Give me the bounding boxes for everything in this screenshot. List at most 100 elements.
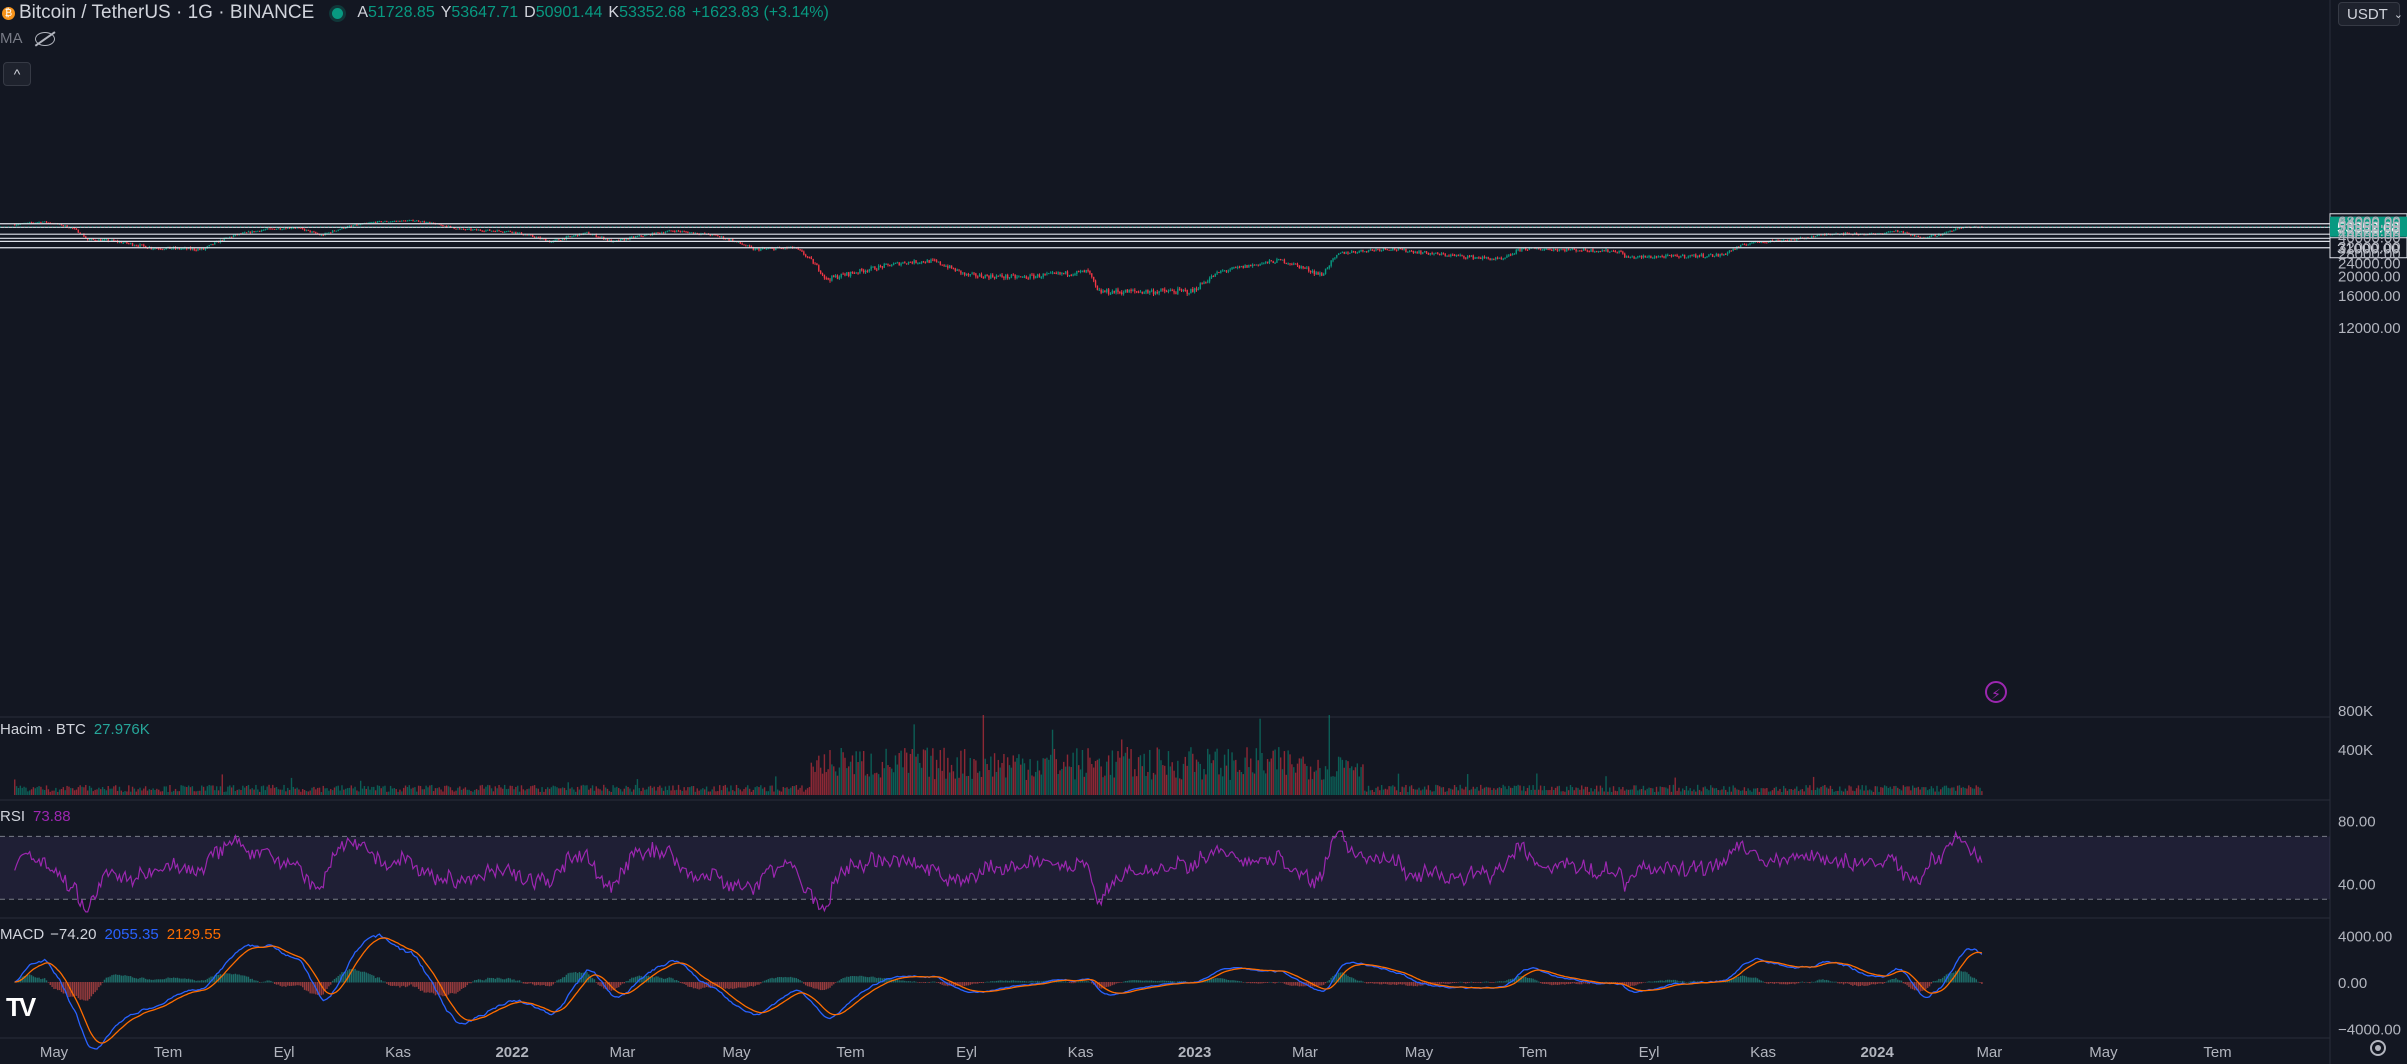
volume-bar [197, 790, 199, 795]
macd-hist-bar [1786, 982, 1789, 985]
last-price-box [2330, 216, 2407, 237]
volume-bar [1577, 787, 1579, 795]
candle-body [43, 221, 46, 223]
volume-bar [1023, 763, 1026, 795]
macd-hist-bar [670, 977, 672, 983]
macd-hist-bar [1016, 980, 1018, 983]
macd-hist-bar [1536, 980, 1538, 983]
candle-body [1321, 273, 1323, 276]
macd-hist-bar [801, 981, 803, 983]
macd-hist-bar [520, 981, 523, 983]
volume-bar [1599, 785, 1602, 795]
candle-body [1685, 257, 1688, 259]
volume-bar [1863, 790, 1865, 795]
candle-body [1365, 251, 1368, 253]
macd-hist-bar [378, 977, 381, 983]
macd-hist-bar [1281, 982, 1284, 983]
macd-hist-bar [776, 977, 779, 983]
ma-label[interactable]: MA [0, 30, 23, 47]
candle-body [967, 273, 970, 276]
candle-body [1466, 256, 1469, 259]
macd-hist-bar [1543, 982, 1546, 984]
volume-bar [1085, 772, 1087, 795]
candle-body [1455, 255, 1458, 257]
currency-select[interactable]: USDT ⌄ [2338, 2, 2403, 26]
macd-pane-title[interactable]: MACD −74.20 2055.35 2129.55 [0, 926, 221, 943]
candle-body [483, 231, 485, 233]
macd-hist-bar [531, 982, 534, 985]
candle-body [1257, 264, 1259, 266]
candle-body [1089, 270, 1091, 274]
macd-hist-bar [618, 982, 620, 988]
volume-bar [1652, 788, 1654, 795]
candle-body [819, 270, 822, 274]
candle-body [790, 246, 792, 248]
macd-hist-bar [1478, 982, 1480, 983]
candle-body [1190, 288, 1192, 294]
market-status-icon[interactable] [332, 7, 344, 19]
volume-bar [1601, 787, 1603, 795]
volume-bar [244, 787, 246, 795]
volume-bar [1408, 786, 1411, 795]
volume-bar [1711, 787, 1714, 795]
candle-body [1629, 256, 1632, 258]
candle-body [1448, 255, 1450, 257]
volume-bar [1582, 789, 1585, 795]
lightning-icon[interactable]: ⚡ [1985, 681, 2007, 703]
candle-body [1631, 256, 1633, 258]
volume-bar [778, 790, 781, 795]
volume-bar [402, 787, 405, 795]
volume-bar [805, 789, 807, 795]
macd-hist-bar [1910, 982, 1912, 989]
candle-body [1367, 250, 1370, 253]
volume-bar [206, 786, 209, 795]
candle-body [891, 265, 893, 267]
volume-bar [294, 788, 296, 795]
macd-hist-bar [496, 977, 498, 983]
candle-body [868, 269, 870, 272]
candle-body [1904, 232, 1906, 234]
volume-bar [262, 785, 265, 795]
volume-bar [109, 788, 111, 795]
macd-hist-bar [1294, 982, 1297, 986]
volume-bar [1195, 759, 1198, 795]
volume-bar [1175, 777, 1177, 795]
macd-hist-bar [1079, 981, 1082, 983]
macd-hist-bar [180, 978, 182, 983]
macd-hist-bar [732, 982, 734, 989]
symbol-title[interactable]: Bitcoin / TetherUS · 1G · BINANCE [19, 2, 315, 23]
macd-hist-bar [135, 978, 137, 983]
chevron-up-icon[interactable]: ^ [3, 62, 31, 86]
candle-body [1554, 249, 1557, 251]
volume-bar [1480, 784, 1482, 795]
candle-body [144, 245, 147, 249]
macd-hist-bar [575, 971, 577, 983]
volume-bar [1562, 791, 1564, 795]
horizontal-levels[interactable] [0, 223, 2330, 249]
volume-bar [1865, 785, 1867, 795]
settings-icon[interactable] [2370, 1040, 2386, 1056]
macd-hist-bar [431, 982, 433, 993]
candle-body [1134, 290, 1136, 292]
rsi-pane-title[interactable]: RSI 73.88 [0, 808, 71, 825]
candle-body [1143, 292, 1145, 294]
candle-body [881, 266, 884, 268]
volume-bar [558, 788, 560, 795]
candle-body [1178, 288, 1181, 290]
volume-bar [1341, 759, 1344, 795]
volume-bar [808, 786, 811, 795]
macd-hist-bar [1369, 982, 1372, 984]
tradingview-logo[interactable]: TV [6, 992, 36, 1022]
eye-off-icon[interactable] [34, 31, 55, 46]
volume-bar [240, 790, 242, 795]
candle-body [374, 221, 377, 223]
volume-bar [1618, 787, 1620, 795]
volume-bar [376, 785, 379, 795]
candle-body [477, 229, 480, 231]
volume-pane-title[interactable]: Hacim · BTC 27.976K [0, 721, 150, 738]
volume-bar [481, 784, 483, 795]
macd-hist-bar [1309, 982, 1312, 987]
volume-bar [644, 789, 646, 795]
candle-body [874, 266, 876, 270]
